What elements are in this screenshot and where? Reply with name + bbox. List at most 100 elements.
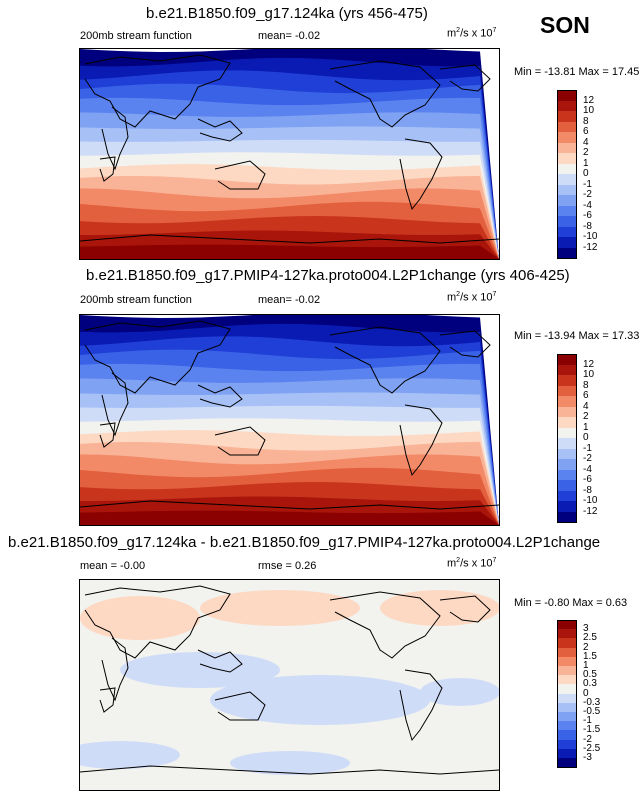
panel2-mean-label: mean= -0.02 — [258, 294, 321, 306]
colorbar-tick-label: 6 — [583, 126, 589, 137]
continent-outline — [439, 64, 491, 92]
colorbar-box — [557, 490, 577, 502]
continent-outline — [439, 330, 491, 358]
colorbar-tick-label: -4 — [583, 463, 592, 475]
colorbar-tick-label: 0 — [583, 687, 589, 699]
continent-outline — [101, 637, 129, 702]
panel2-variable-label: 200mb stream function — [80, 294, 192, 306]
colorbar-box — [557, 417, 577, 429]
continent-outline — [101, 372, 129, 437]
panel1-contour-field — [80, 49, 499, 259]
colorbar-tick-label: -6 — [583, 210, 592, 221]
colorbar-box — [557, 675, 577, 686]
anomaly-blob — [210, 675, 430, 725]
colorbar-tick-label: -1.5 — [583, 724, 601, 736]
colorbar-tick-label: 2 — [583, 147, 589, 158]
continent-outline — [439, 595, 491, 623]
colorbar-box — [557, 226, 577, 238]
panel1-mean-label: mean= -0.02 — [258, 30, 321, 42]
colorbar-box — [557, 142, 577, 154]
colorbar-box — [557, 163, 577, 175]
colorbar-tick-label: 2 — [583, 641, 589, 653]
anomaly-blob — [80, 741, 180, 769]
panel3-minmax: Min = -0.80 Max = 0.63 — [514, 597, 628, 609]
colorbar-tick-label: -1 — [583, 178, 592, 190]
colorbar-tick-label: 12 — [583, 358, 595, 370]
colorbar-tick-label: -0.3 — [583, 696, 601, 708]
panel3-map — [79, 579, 500, 791]
colorbar-box — [557, 620, 577, 631]
colorbar-box — [557, 438, 577, 450]
colorbar-box — [557, 501, 577, 513]
panel2-map — [79, 314, 500, 526]
colorbar-box — [557, 184, 577, 196]
colorbar-tick-label: -12 — [583, 505, 598, 517]
colorbar-tick-label: 4 — [583, 136, 589, 148]
continent-outline — [197, 118, 243, 142]
colorbar-box — [557, 205, 577, 217]
colorbar-tick-label: -10 — [583, 495, 598, 506]
colorbar-box — [557, 739, 577, 750]
colorbar-tick-label: 8 — [583, 379, 589, 391]
panel2-contour-field — [80, 315, 499, 525]
panel3-rmse-label: rmse = 0.26 — [258, 560, 317, 572]
continent-outline — [399, 138, 443, 211]
panel3-title: b.e21.B1850.f09_g17.124ka - b.e21.B1850.… — [8, 534, 601, 551]
colorbar-box — [557, 666, 577, 677]
colorbar-tick-label: 1 — [583, 157, 589, 169]
colorbar-tick-label: 1 — [583, 421, 589, 433]
colorbar-tick-label: 8 — [583, 115, 589, 127]
colorbar-tick-label: -4 — [583, 199, 592, 211]
continent-outline — [80, 765, 499, 775]
colorbar-box — [557, 195, 577, 207]
panel2-units: m2/s x 107 — [447, 291, 497, 304]
colorbar-tick-label: 2 — [583, 411, 589, 422]
colorbar-tick-label: 4 — [583, 400, 589, 412]
colorbar-tick-label: 6 — [583, 390, 589, 401]
colorbar-box — [557, 511, 577, 523]
colorbar-tick-label: -2 — [583, 453, 592, 464]
continent-outline — [99, 156, 116, 182]
colorbar-box — [557, 712, 577, 723]
panel1-map — [79, 48, 500, 260]
colorbar-box — [557, 480, 577, 492]
continent-outline — [214, 426, 266, 456]
panel1-title: b.e21.B1850.f09_g17.124ka (yrs 456-475) — [146, 5, 428, 22]
colorbar-tick-label: -8 — [583, 220, 592, 232]
colorbar-box — [557, 721, 577, 732]
panel3-contour-field — [80, 580, 499, 790]
colorbar-box — [557, 121, 577, 133]
colorbar-box — [557, 132, 577, 144]
continent-outline — [99, 422, 116, 448]
continent-outline — [329, 60, 441, 128]
panel3-units: m2/s x 107 — [447, 557, 497, 570]
colorbar-box — [557, 638, 577, 649]
panel1-units: m2/s x 107 — [447, 27, 497, 40]
colorbar-box — [557, 702, 577, 713]
colorbar-box — [557, 396, 577, 408]
colorbar-box — [557, 406, 577, 418]
colorbar-tick-label: -2 — [583, 733, 592, 745]
colorbar-tick-label: -1 — [583, 715, 592, 727]
anomaly-blob — [80, 596, 200, 640]
colorbar-tick-label: 0.3 — [583, 678, 597, 690]
colorbar-tick-label: -0.5 — [583, 706, 601, 717]
colorbar-tick-label: 1.5 — [583, 650, 597, 662]
continent-outline — [399, 404, 443, 477]
colorbar-box — [557, 758, 577, 769]
colorbar-box — [557, 748, 577, 759]
continent-outline — [84, 320, 231, 394]
continent-outline — [399, 669, 443, 742]
colorbar-tick-label: 0 — [583, 432, 589, 443]
colorbar-tick-label: -6 — [583, 474, 592, 485]
continent-outline — [84, 54, 231, 128]
contour-band — [80, 243, 499, 259]
colorbar-box — [557, 656, 577, 667]
colorbar-tick-label: 3 — [583, 623, 589, 635]
colorbar-tick-label: -3 — [583, 752, 592, 763]
contour-band — [80, 509, 499, 525]
continent-outline — [197, 649, 243, 673]
continent-outline — [101, 106, 129, 171]
panel2-title: b.e21.B1850.f09_g17.PMIP4-127ka.proto004… — [86, 267, 570, 284]
colorbar-box — [557, 629, 577, 640]
